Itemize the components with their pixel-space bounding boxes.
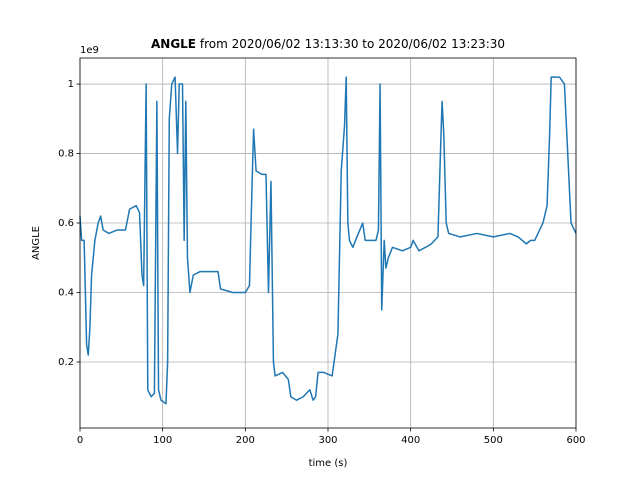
data-line bbox=[79, 76, 577, 405]
x-tick-label: 600 bbox=[566, 435, 585, 446]
y-axis-label: ANGLE bbox=[31, 226, 42, 260]
x-axis-label: time (s) bbox=[309, 458, 348, 469]
y-tick-label: 0.6 bbox=[58, 218, 74, 229]
plot-frame bbox=[79, 57, 577, 429]
title-text: from 2020/06/02 13:13:30 to 2020/06/02 1… bbox=[200, 37, 505, 51]
y-tick-label: 0.8 bbox=[58, 149, 74, 160]
y-tick-label: 0.2 bbox=[58, 357, 74, 368]
y-tick-label: 1 bbox=[68, 79, 74, 90]
x-tick-label: 0 bbox=[77, 435, 83, 446]
x-tick-label: 400 bbox=[401, 435, 420, 446]
x-tick-label: 300 bbox=[318, 435, 337, 446]
title-bold: ANGLE bbox=[151, 37, 196, 51]
x-tick-label: 100 bbox=[153, 435, 172, 446]
chart-title: ANGLE from 2020/06/02 13:13:30 to 2020/0… bbox=[151, 37, 505, 51]
y-offset-label: 1e9 bbox=[80, 45, 99, 56]
x-tick-label: 200 bbox=[236, 435, 255, 446]
y-tick-label: 0.4 bbox=[58, 288, 74, 299]
x-tick-label: 500 bbox=[484, 435, 503, 446]
